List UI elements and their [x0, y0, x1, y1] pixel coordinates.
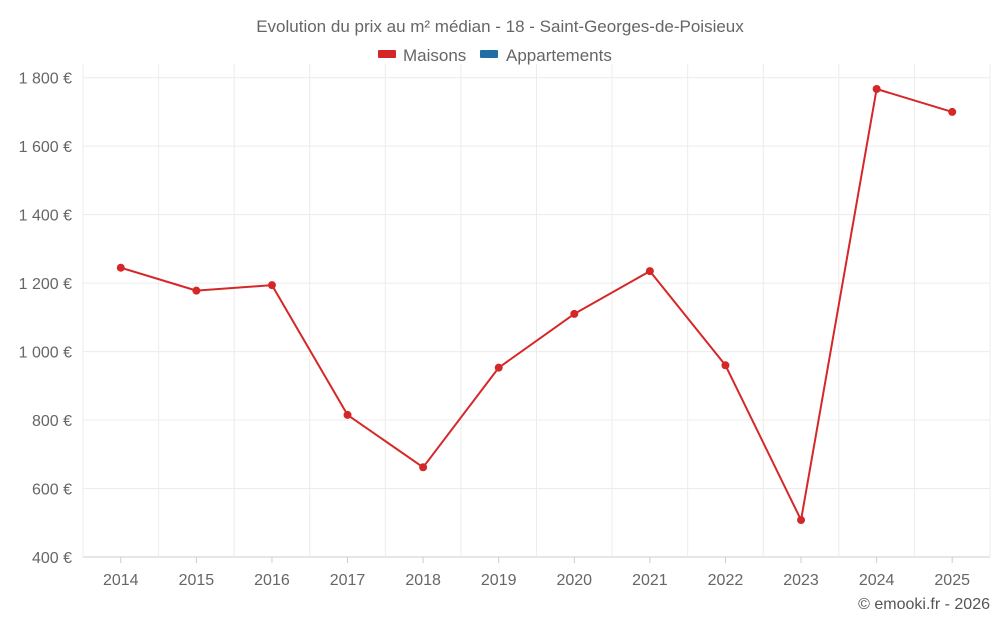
x-tick-label: 2014 [103, 572, 139, 589]
y-tick-label: 400 € [32, 550, 72, 567]
grid-layer [82, 64, 991, 558]
x-tick-label: 2024 [859, 572, 895, 589]
y-tick-label: 1 200 € [19, 276, 72, 293]
data-point-maisons-2020[interactable] [570, 309, 579, 318]
legend-item-appartements[interactable]: Appartements [480, 46, 612, 65]
series-layer [116, 84, 957, 525]
data-point-maisons-2021[interactable] [645, 267, 654, 276]
data-point-maisons-2019[interactable] [494, 363, 503, 372]
y-tick-label: 600 € [32, 482, 72, 499]
legend-swatch-appartements [480, 50, 498, 58]
data-point-maisons-2014[interactable] [116, 263, 125, 272]
y-tick-label: 1 000 € [19, 345, 72, 362]
x-tick-label: 2018 [405, 572, 441, 589]
data-point-maisons-2016[interactable] [267, 281, 276, 290]
legend: Maisons Appartements [378, 46, 612, 65]
data-point-maisons-2023[interactable] [797, 516, 806, 525]
data-point-maisons-2015[interactable] [192, 286, 201, 295]
data-point-maisons-2018[interactable] [419, 463, 428, 472]
series-line-maisons [120, 87, 953, 522]
chart-title: Evolution du prix au m² médian - 18 - Sa… [256, 17, 744, 36]
x-tick-label: 2022 [708, 572, 744, 589]
legend-label-maisons: Maisons [403, 46, 466, 65]
data-point-maisons-2025[interactable] [948, 107, 957, 116]
x-tick-label: 2023 [783, 572, 819, 589]
x-tick-label: 2015 [179, 572, 215, 589]
legend-swatch-maisons [378, 50, 396, 58]
x-tick-label: 2017 [330, 572, 366, 589]
data-point-maisons-2024[interactable] [872, 84, 881, 93]
axis-layer: 400 € 600 € 800 € 1 000 € 1 200 € 1 400 € 1 60… [19, 71, 970, 589]
x-tick-label: 2021 [632, 572, 668, 589]
y-tick-label: 1 400 € [19, 208, 72, 225]
credit-text: © emooki.fr - 2026 [858, 596, 990, 613]
x-tick-label: 2019 [481, 572, 517, 589]
y-tick-label: 1 600 € [19, 139, 72, 156]
data-point-maisons-2022[interactable] [721, 361, 730, 370]
legend-item-maisons[interactable]: Maisons [378, 46, 466, 65]
y-tick-label: 800 € [32, 413, 72, 430]
x-tick-label: 2020 [556, 572, 592, 589]
legend-label-appartements: Appartements [506, 46, 612, 65]
data-point-maisons-2017[interactable] [343, 410, 352, 419]
x-tick-label: 2025 [934, 572, 970, 589]
y-tick-label: 1 800 € [19, 71, 72, 88]
x-tick-label: 2016 [254, 572, 290, 589]
